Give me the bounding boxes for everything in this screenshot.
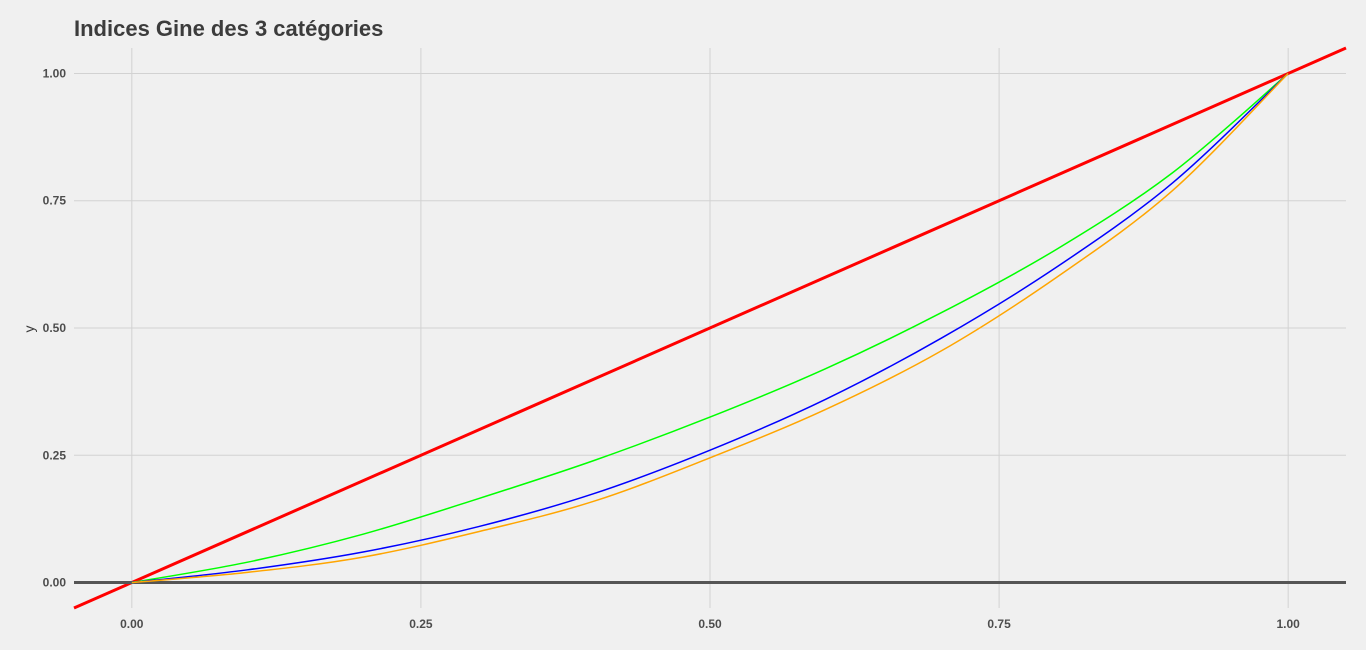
y-axis-label: y <box>21 326 37 333</box>
x-tick-label: 1.00 <box>1277 617 1301 631</box>
x-tick-label: 0.00 <box>120 617 144 631</box>
chart-title: Indices Gine des 3 catégories <box>74 16 383 41</box>
series-lines <box>131 72 1289 584</box>
series-line-blue <box>131 72 1289 584</box>
y-tick-label: 0.75 <box>43 194 67 208</box>
reference-lines <box>73 46 1347 610</box>
y-tick-label: 0.00 <box>43 576 67 590</box>
y-tick-label: 0.50 <box>43 321 67 335</box>
y-tick-label: 1.00 <box>43 66 67 80</box>
equality-line <box>73 46 1347 610</box>
x-tick-label: 0.50 <box>698 617 722 631</box>
x-tick-label: 0.25 <box>409 617 433 631</box>
y-tick-label: 0.25 <box>43 448 67 462</box>
x-tick-label: 0.75 <box>987 617 1011 631</box>
y-axis-ticks: 0.00 0.25 0.50 0.75 1.00 <box>43 66 67 589</box>
series-line-green <box>131 72 1289 584</box>
series-line-orange <box>131 72 1289 584</box>
x-axis-ticks: 0.00 0.25 0.50 0.75 1.00 <box>120 617 1300 631</box>
